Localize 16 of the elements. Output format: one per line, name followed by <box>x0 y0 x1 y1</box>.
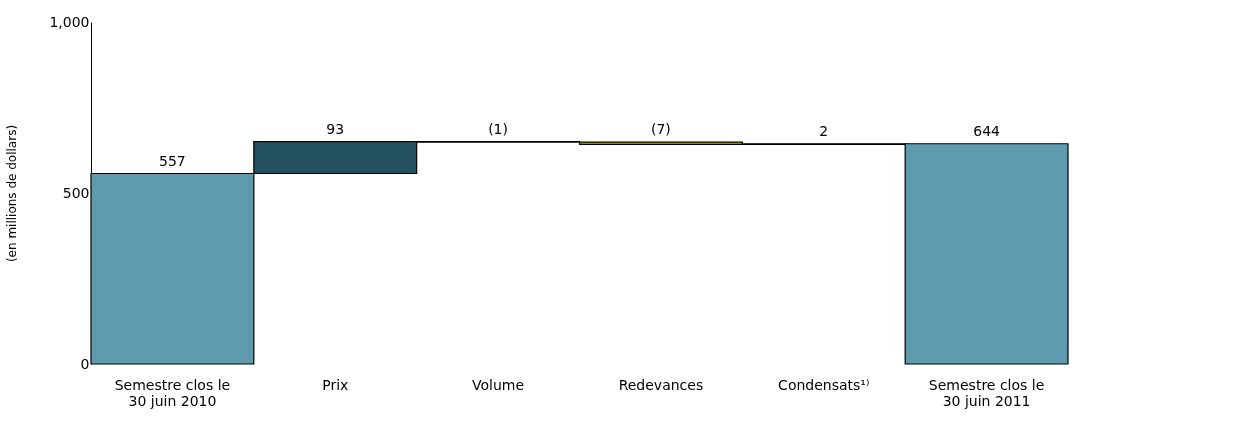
x-tick-label: Condensats¹⁾ <box>778 376 870 393</box>
x-tick-label: Semestre clos le 30 juin 2010 <box>114 376 231 409</box>
x-tick-label: Prix <box>322 376 349 393</box>
y-tick-label: 1,000 <box>49 13 90 30</box>
x-tick-label: Redevances <box>618 376 704 393</box>
x-tick-label: Volume <box>472 376 525 393</box>
data-label: 2 <box>819 122 829 139</box>
data-label: 93 <box>326 120 345 137</box>
data-label: (7) <box>650 121 671 138</box>
y-tick-label: 500 <box>62 184 90 201</box>
y-tick-label: 0 <box>80 355 90 372</box>
x-tick-label: Semestre clos le 30 juin 2011 <box>928 376 1045 409</box>
data-label: 644 <box>973 122 1001 139</box>
data-label: 557 <box>159 152 186 169</box>
data-label: (1) <box>488 120 509 137</box>
y-axis-title: (en millions de dollars) <box>5 124 20 263</box>
